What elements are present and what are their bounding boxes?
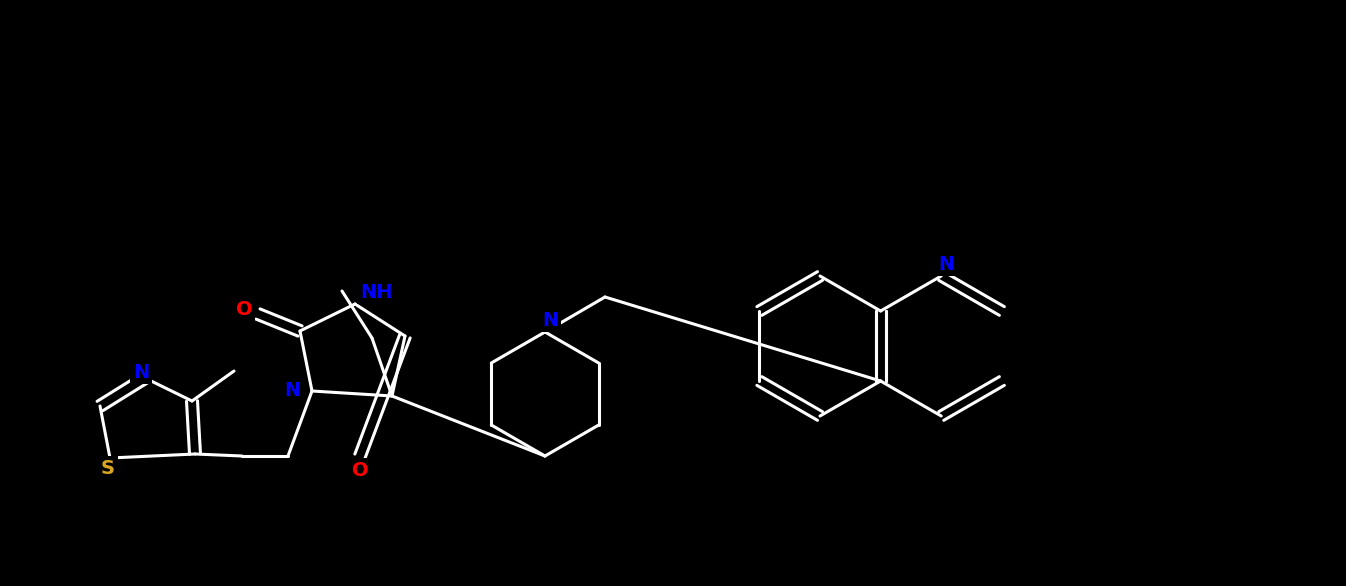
Text: S: S <box>101 458 114 478</box>
Text: NH: NH <box>359 282 393 302</box>
Text: N: N <box>133 363 149 381</box>
Text: N: N <box>284 381 300 400</box>
Text: N: N <box>542 311 559 329</box>
Text: N: N <box>938 254 954 274</box>
Text: O: O <box>236 299 252 319</box>
Text: O: O <box>351 461 369 479</box>
